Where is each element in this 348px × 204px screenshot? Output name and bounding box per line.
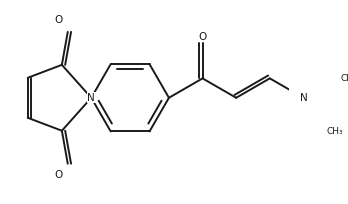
Text: O: O	[54, 170, 63, 180]
Text: O: O	[54, 16, 63, 26]
Text: CH₃: CH₃	[341, 74, 348, 83]
Text: O: O	[198, 32, 207, 42]
Text: N: N	[300, 93, 307, 103]
Text: N: N	[87, 93, 95, 103]
Text: CH₃: CH₃	[326, 127, 343, 136]
